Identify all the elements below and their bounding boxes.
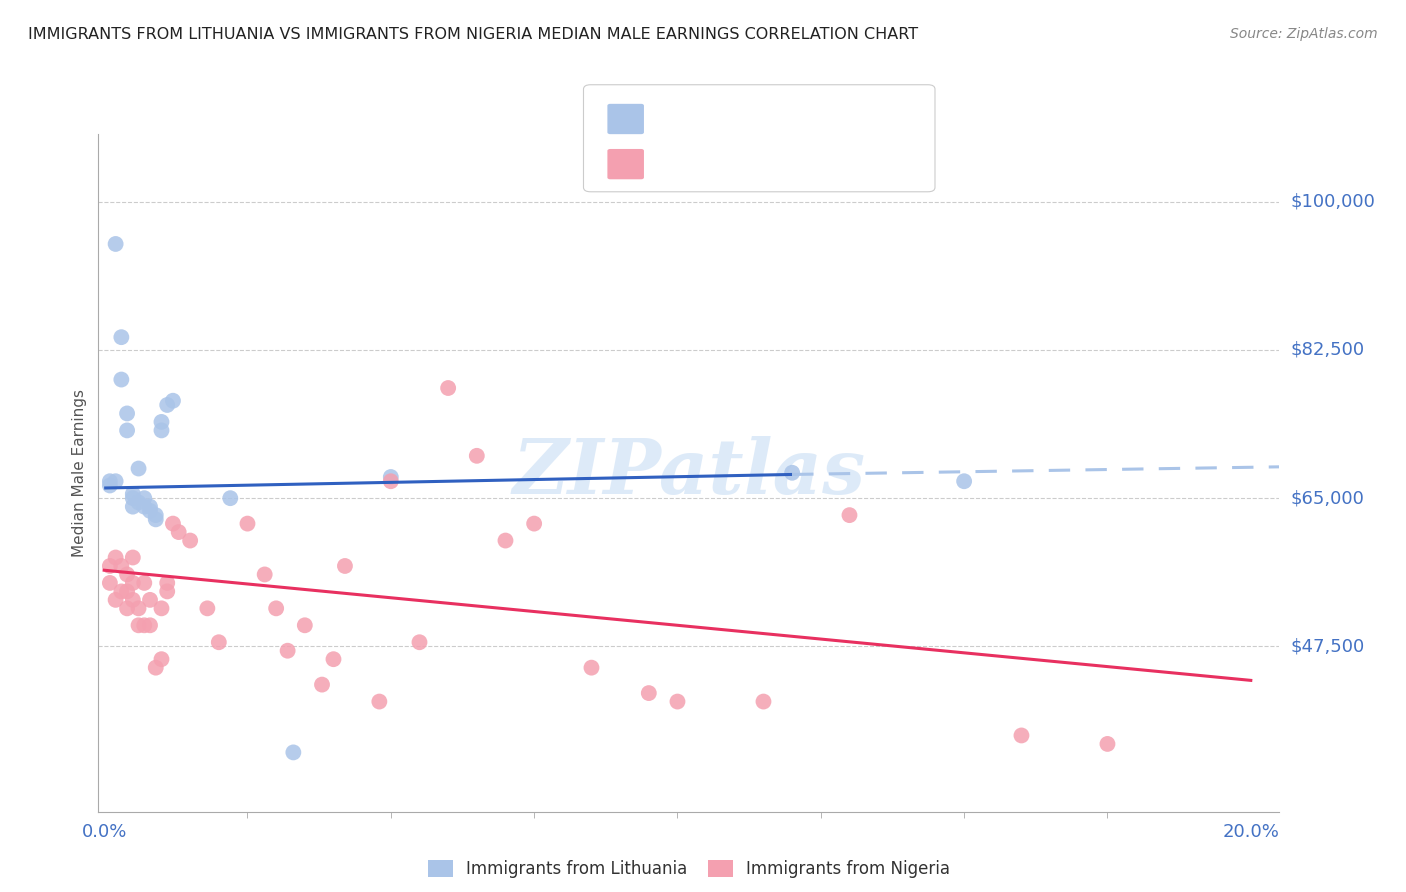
Point	[162, 393, 184, 408]
Point	[333, 558, 356, 574]
Point	[134, 618, 156, 632]
Point	[437, 381, 460, 395]
Point	[666, 694, 689, 708]
Point	[121, 487, 143, 501]
Point	[253, 567, 276, 582]
Point	[150, 601, 173, 615]
Point	[145, 512, 167, 526]
Point	[156, 398, 179, 412]
Text: R = -0.199: R = -0.199	[655, 155, 761, 173]
Point	[115, 406, 138, 420]
Y-axis label: Median Male Earnings: Median Male Earnings	[72, 389, 87, 557]
Point	[581, 660, 603, 674]
Point	[156, 584, 179, 599]
Text: $100,000: $100,000	[1291, 193, 1375, 211]
Point	[121, 550, 143, 565]
Point	[115, 423, 138, 437]
Point	[139, 618, 162, 632]
Text: N = 28: N = 28	[789, 110, 856, 128]
Point	[121, 592, 143, 607]
Point	[219, 491, 242, 505]
Point	[128, 461, 150, 475]
Text: N = 50: N = 50	[789, 155, 856, 173]
Point	[145, 660, 167, 674]
Point	[1011, 728, 1033, 742]
Point	[110, 558, 132, 574]
Point	[98, 475, 121, 489]
Point	[264, 601, 287, 615]
Point	[98, 478, 121, 492]
Point	[294, 618, 316, 632]
Point	[145, 508, 167, 522]
Point	[134, 491, 156, 505]
Text: $82,500: $82,500	[1291, 341, 1365, 359]
Point	[208, 635, 231, 649]
Point	[150, 423, 173, 437]
Point	[380, 475, 402, 489]
Point	[162, 516, 184, 531]
Text: $65,000: $65,000	[1291, 489, 1364, 508]
Point	[368, 694, 391, 708]
Point	[98, 576, 121, 591]
Point	[104, 236, 127, 252]
Text: ZIPatlas: ZIPatlas	[512, 436, 866, 509]
Point	[780, 466, 803, 480]
Text: R =  0.067: R = 0.067	[655, 110, 759, 128]
Point	[104, 475, 127, 489]
Point	[167, 524, 190, 539]
Point	[150, 652, 173, 666]
Point	[637, 686, 659, 700]
Point	[115, 601, 138, 615]
Point	[110, 330, 132, 344]
Point	[121, 500, 143, 514]
Point	[236, 516, 259, 531]
Point	[115, 584, 138, 599]
Point	[104, 592, 127, 607]
Point	[128, 618, 150, 632]
Point	[179, 533, 201, 548]
Point	[121, 576, 143, 591]
Point	[838, 508, 860, 522]
Point	[139, 504, 162, 518]
Point	[134, 500, 156, 514]
Point	[953, 475, 976, 489]
Point	[110, 373, 132, 387]
Text: $47,500: $47,500	[1291, 638, 1365, 656]
Point	[311, 678, 333, 692]
Point	[495, 533, 517, 548]
Point	[322, 652, 344, 666]
Point	[380, 470, 402, 484]
Point	[1097, 737, 1119, 751]
Point	[283, 746, 305, 760]
Point	[104, 550, 127, 565]
Point	[277, 644, 299, 658]
Point	[115, 567, 138, 582]
Point	[150, 415, 173, 429]
Point	[128, 495, 150, 509]
Point	[408, 635, 430, 649]
Point	[523, 516, 546, 531]
Text: Source: ZipAtlas.com: Source: ZipAtlas.com	[1230, 27, 1378, 41]
Point	[139, 592, 162, 607]
Point	[139, 500, 162, 514]
Point	[752, 694, 775, 708]
Point	[110, 584, 132, 599]
Point	[195, 601, 218, 615]
Point	[98, 558, 121, 574]
Point	[128, 601, 150, 615]
Point	[134, 576, 156, 591]
Text: IMMIGRANTS FROM LITHUANIA VS IMMIGRANTS FROM NIGERIA MEDIAN MALE EARNINGS CORREL: IMMIGRANTS FROM LITHUANIA VS IMMIGRANTS …	[28, 27, 918, 42]
Legend: Immigrants from Lithuania, Immigrants from Nigeria: Immigrants from Lithuania, Immigrants fr…	[422, 854, 956, 885]
Point	[465, 449, 488, 463]
Point	[121, 491, 143, 505]
Point	[156, 576, 179, 591]
